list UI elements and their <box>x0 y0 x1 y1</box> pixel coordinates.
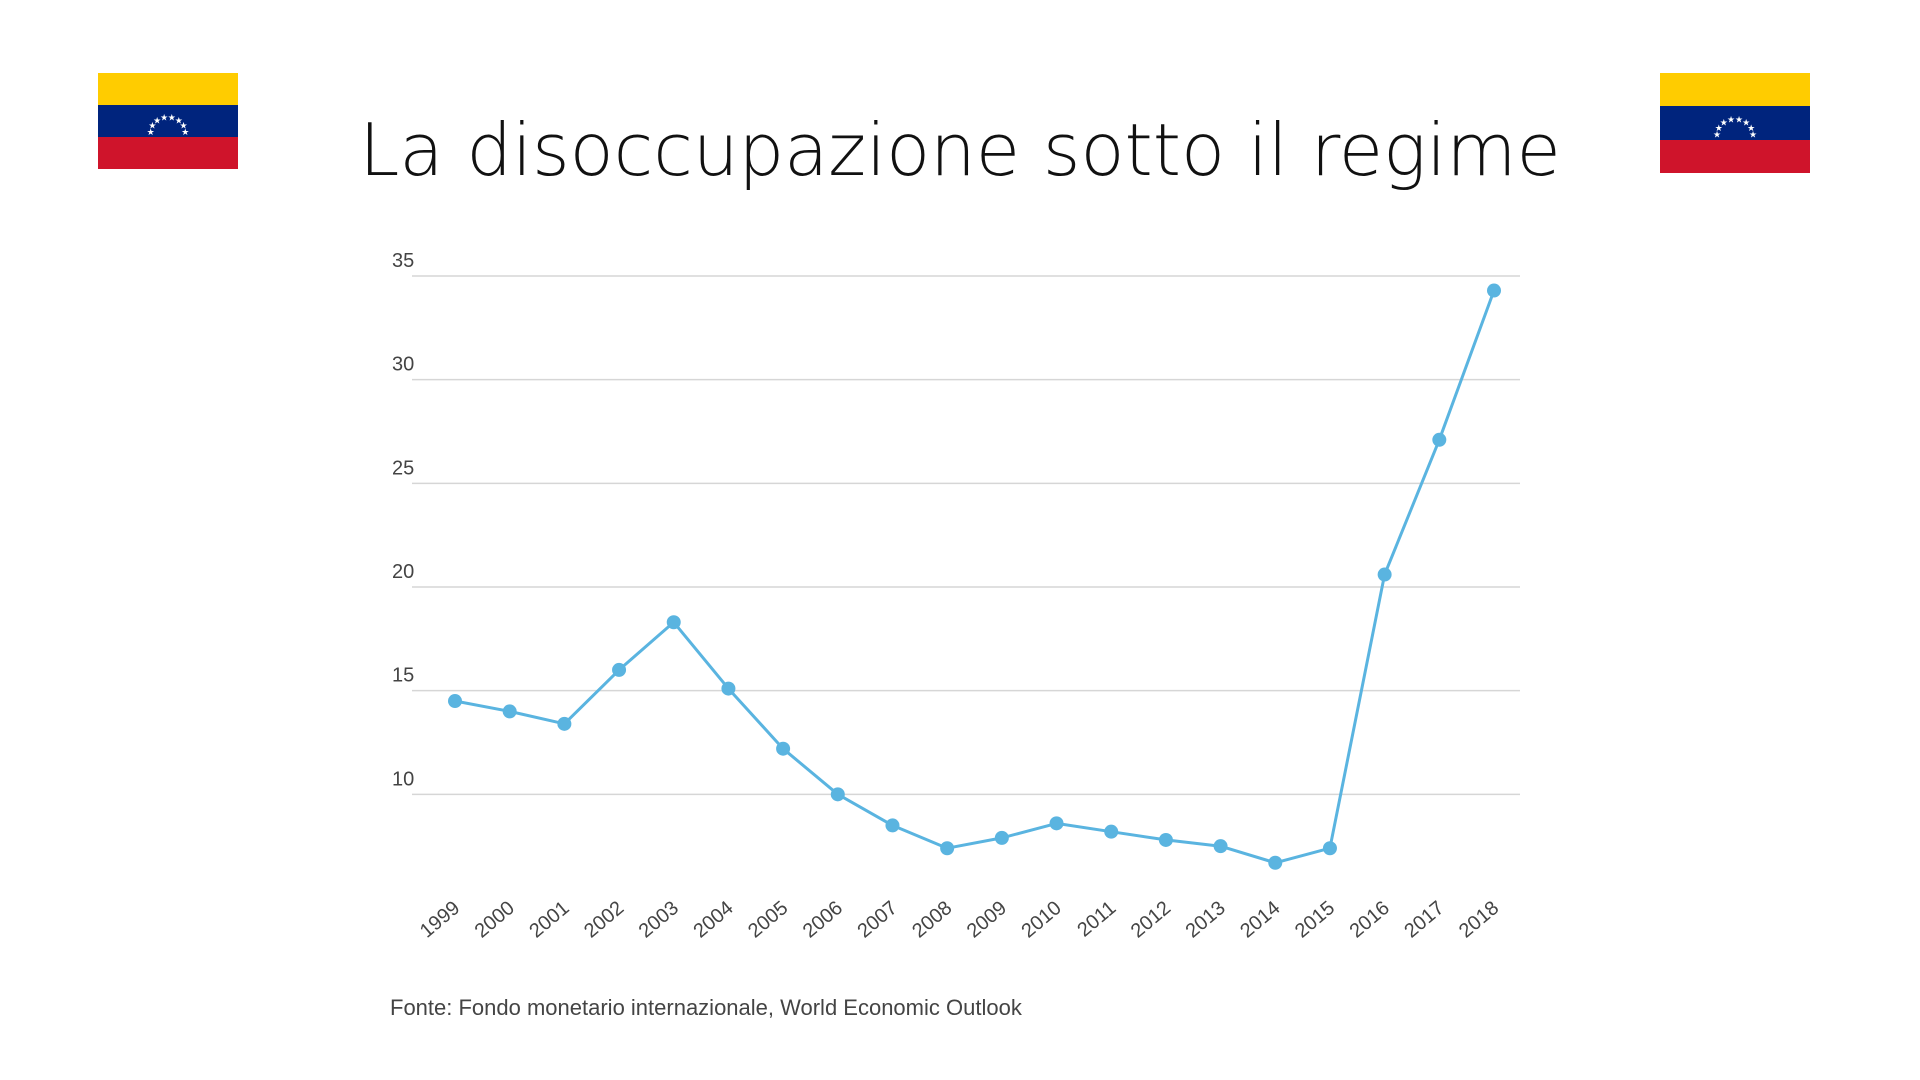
flag-star: ★ <box>180 122 188 132</box>
data-point <box>994 830 1009 845</box>
data-point <box>1049 816 1064 831</box>
x-tick-label: 2008 <box>908 897 956 942</box>
x-tick-label: 2007 <box>853 897 901 942</box>
flag-star: ★ <box>175 117 183 127</box>
venezuela-flag-icon: ★★★★★★★★ <box>98 73 238 169</box>
grid-lines <box>412 275 1520 796</box>
x-tick-label: 2012 <box>1127 897 1175 942</box>
data-point <box>1268 855 1283 870</box>
flag-star: ★ <box>160 114 168 124</box>
slide-title: La disoccupazione sotto il regime <box>359 108 1561 192</box>
flag-star: ★ <box>147 128 155 138</box>
data-point <box>448 694 462 709</box>
data-point <box>502 704 517 719</box>
y-tick-label: 20 <box>392 561 414 583</box>
y-tick-label: 25 <box>392 457 414 479</box>
flag-star: ★ <box>168 114 176 124</box>
x-tick-label: 2001 <box>525 897 573 942</box>
flag-star: ★ <box>1727 116 1735 126</box>
x-tick-label: 2002 <box>580 897 628 942</box>
x-tick-label: 2016 <box>1346 897 1394 942</box>
flag-star: ★ <box>1715 124 1723 134</box>
y-tick-label: 35 <box>392 250 414 272</box>
x-tick-label: 2011 <box>1073 897 1120 942</box>
flag-star: ★ <box>153 117 161 127</box>
y-axis-ticks: 10 15 20 25 30 35 <box>392 250 414 790</box>
x-tick-label: 2005 <box>744 897 792 942</box>
x-tick-label: 2009 <box>963 897 1011 942</box>
data-point <box>666 615 681 630</box>
flag-star: ★ <box>1720 119 1728 129</box>
y-tick-label: 10 <box>392 768 414 790</box>
y-tick-label: 15 <box>392 665 414 687</box>
x-tick-label: 2017 <box>1400 897 1448 942</box>
flag-star: ★ <box>1713 131 1721 141</box>
flag-star: ★ <box>1742 119 1750 129</box>
data-point <box>721 681 736 696</box>
flag-star: ★ <box>148 122 156 132</box>
venezuela-flag-icon: ★★★★★★★★ <box>1660 73 1810 173</box>
flag-star: ★ <box>1735 116 1743 126</box>
series-line-path <box>454 289 1496 865</box>
x-tick-label: 2013 <box>1182 897 1230 942</box>
data-point <box>1213 839 1228 854</box>
flag-star: ★ <box>181 128 189 138</box>
x-tick-label: 2000 <box>471 897 519 942</box>
data-point <box>776 741 791 756</box>
source-note: Fonte: Fondo monetario internazionale, W… <box>390 995 1022 1020</box>
x-tick-label: 2014 <box>1236 897 1284 942</box>
x-tick-label: 2004 <box>689 897 737 942</box>
x-tick-label: 2018 <box>1455 897 1503 942</box>
data-point <box>830 787 845 802</box>
data-point <box>940 841 955 856</box>
data-point <box>1158 832 1173 847</box>
data-point <box>1487 283 1501 298</box>
data-point <box>612 662 627 677</box>
series-line <box>454 289 1496 865</box>
x-tick-label: 2006 <box>799 897 847 942</box>
flag-star: ★ <box>1749 131 1757 141</box>
data-point <box>1432 432 1447 447</box>
flag-star: ★ <box>1747 124 1755 134</box>
x-axis-ticks: 1999 2000 2001 2002 2003 2004 2005 2006 2007 2008… <box>416 897 1503 942</box>
data-point <box>1377 567 1392 582</box>
y-tick-label: 30 <box>392 354 414 376</box>
x-tick-label: 2010 <box>1018 897 1066 942</box>
data-point <box>557 716 572 731</box>
series-points <box>448 283 1501 870</box>
data-point <box>1104 824 1119 839</box>
x-tick-label: 1999 <box>416 897 464 942</box>
x-tick-label: 2015 <box>1291 897 1339 942</box>
data-point <box>885 818 900 833</box>
data-point <box>1322 841 1337 856</box>
x-tick-label: 2003 <box>635 897 683 942</box>
